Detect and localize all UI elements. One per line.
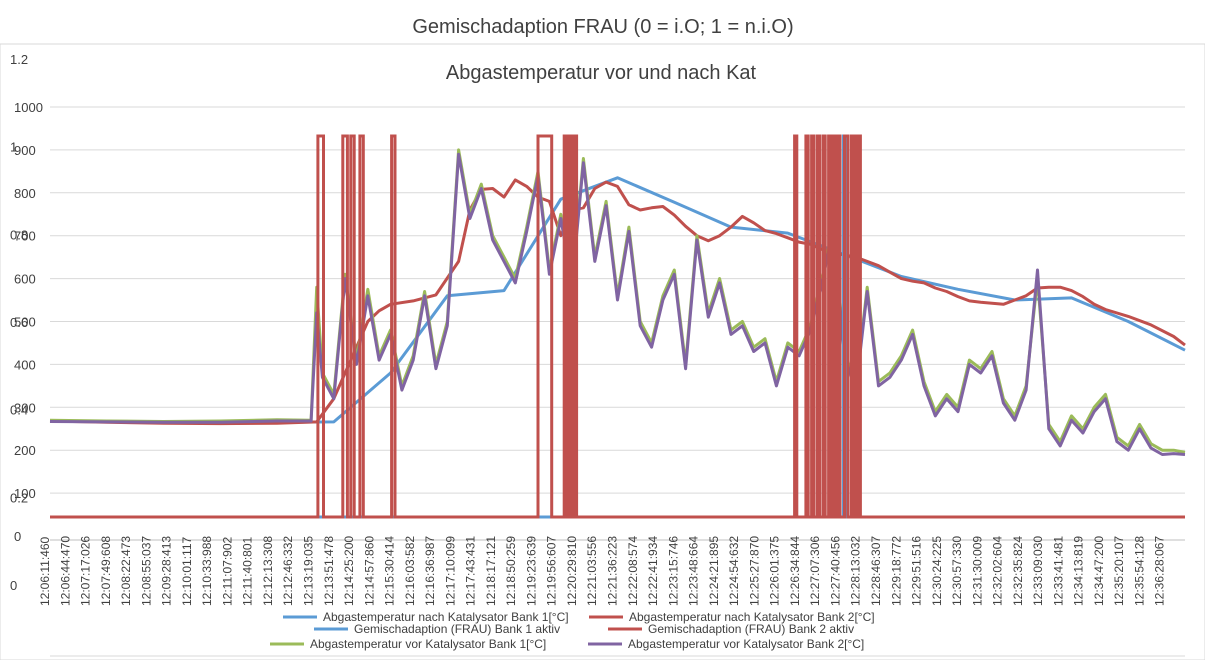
x-tick-label: 12:13:51:478	[322, 536, 336, 606]
chart-title: Gemischadaption FRAU (0 = i.O; 1 = n.i.O…	[412, 16, 793, 38]
x-tick-label: 12:31:30:009	[970, 536, 984, 606]
legend: Abgastemperatur nach Katalysator Bank 1[…	[270, 610, 875, 651]
x-tick-label: 12:06:44:470	[58, 536, 72, 606]
fg-y-tick-label: 800	[14, 186, 36, 201]
x-tick-label: 12:24:54:632	[727, 536, 741, 606]
x-tick-label: 12:27:40:456	[828, 536, 842, 606]
x-tick-label: 12:30:57:330	[950, 536, 964, 606]
x-tick-label: 12:19:23:639	[524, 536, 538, 606]
x-tick-label: 12:35:54:128	[1133, 536, 1147, 606]
fg-y-tick-label: 1000	[14, 100, 43, 115]
fg-y-tick-label: 200	[14, 443, 36, 458]
x-tick-label: 12:17:10:099	[443, 536, 457, 606]
x-axis: 12:06:11:460 12:06:44:470 12:07:17:026 12:0…	[38, 536, 1185, 657]
x-tick-label: 12:34:13:819	[1072, 536, 1086, 606]
x-tick-label: 12:32:02:604	[991, 536, 1005, 606]
bg-y-tick-label: 0.6	[10, 315, 28, 330]
fg-y-tick-label: 400	[14, 357, 36, 372]
background-y-axis: 0 0.2 0.4 0.6 0.8 1 1.2	[10, 52, 28, 593]
series-line-temp	[49, 152, 1186, 456]
fg-y-tick-label: 100	[14, 486, 36, 501]
x-tick-label: 12:11:07:902	[220, 536, 234, 606]
x-tick-label: 12:29:51:516	[910, 536, 924, 606]
overlay-chart-title: Abgastemperatur vor und nach Kat	[446, 62, 757, 84]
x-tick-label: 12:14:57:860	[362, 536, 376, 606]
chart-frame	[0, 43, 1205, 660]
legend-label: Abgastemperatur nach Katalysator Bank 1[…	[323, 610, 569, 624]
x-tick-label: 12:26:34:844	[788, 536, 802, 606]
legend-label: Abgastemperatur vor Katalysator Bank 2[°…	[628, 637, 864, 651]
x-tick-label: 12:10:01:117	[180, 536, 194, 606]
legend-label: Gemischadaption (FRAU) Bank 2 aktiv	[648, 622, 854, 636]
x-tick-label: 12:32:35:824	[1011, 536, 1025, 606]
x-tick-label: 12:08:22:473	[119, 536, 133, 606]
x-tick-label: 12:25:27:870	[747, 536, 761, 606]
legend-label: Gemischadaption (FRAU) Bank 1 aktiv	[354, 622, 560, 636]
x-tick-label: 12:11:40:801	[241, 536, 255, 606]
x-tick-label: 12:36:28:067	[1153, 536, 1167, 606]
x-tick-label: 12:26:01:375	[768, 536, 782, 606]
series-line-temp	[49, 178, 1186, 426]
x-tick-label: 12:09:28:413	[160, 536, 174, 606]
bg-y-tick-label: 1.2	[10, 52, 28, 67]
x-tick-label: 12:27:07:306	[808, 536, 822, 606]
bg-y-tick-label: 0.4	[10, 403, 28, 418]
x-tick-label: 12:12:46:332	[281, 536, 295, 606]
x-tick-label: 12:07:49:608	[99, 536, 113, 606]
x-tick-label: 12:16:36:987	[423, 536, 437, 606]
x-tick-label: 12:16:03:582	[403, 536, 417, 606]
x-tick-label: 12:21:03:556	[585, 536, 599, 606]
x-tick-label: 12:30:24:225	[930, 536, 944, 606]
x-tick-label: 12:06:11:460	[38, 536, 52, 606]
x-tick-label: 12:24:21:895	[707, 536, 721, 606]
fg-y-tick-label: 700	[14, 229, 36, 244]
fg-y-tick-label: 900	[14, 143, 36, 158]
fg-y-tick-label: 300	[14, 400, 36, 415]
series-line-adaption	[50, 134, 1185, 519]
fg-y-tick-label: 600	[14, 272, 36, 287]
x-tick-label: 12:23:15:746	[666, 536, 680, 606]
x-tick-label: 12:19:56:607	[545, 536, 559, 606]
x-tick-label: 12:18:17:121	[484, 536, 498, 606]
x-tick-label: 12:10:33:988	[200, 536, 214, 606]
fg-y-tick-label: 500	[14, 315, 36, 330]
series-layer	[49, 134, 1186, 519]
gridlines	[50, 106, 1185, 494]
x-tick-label: 12:33:09:030	[1031, 536, 1045, 606]
x-tick-label: 12:29:18:772	[889, 536, 903, 606]
bg-y-tick-label: 1	[10, 140, 17, 155]
x-tick-label: 12:23:48:664	[687, 536, 701, 606]
bg-y-tick-label: 0.8	[10, 227, 28, 242]
legend-label: Abgastemperatur vor Katalysator Bank 1[°…	[310, 637, 546, 651]
x-tick-label: 12:15:30:414	[383, 536, 397, 606]
x-tick-label: 12:21:36:223	[606, 536, 620, 606]
x-tick-label: 12:33:41:481	[1051, 536, 1065, 606]
x-tick-label: 12:22:08:574	[626, 536, 640, 606]
x-tick-label: 12:13:19:035	[302, 536, 316, 606]
bg-y-tick-label: 0.2	[10, 490, 28, 505]
x-tick-label: 12:28:13:032	[849, 536, 863, 606]
x-tick-label: 12:14:25:200	[342, 536, 356, 606]
x-tick-label: 12:20:29:810	[565, 536, 579, 606]
x-tick-label: 12:12:13:308	[261, 536, 275, 606]
bg-y-tick-label: 0	[10, 578, 17, 593]
x-tick-label: 12:34:47:200	[1092, 536, 1106, 606]
x-tick-label: 12:18:50:259	[504, 536, 518, 606]
x-tick-label: 12:07:17:026	[79, 536, 93, 606]
x-tick-label: 12:17:43:431	[464, 536, 478, 606]
legend-label: Abgastemperatur nach Katalysator Bank 2[…	[629, 610, 875, 624]
fg-y-tick-label: 0	[14, 529, 21, 544]
x-tick-label: 12:22:41:934	[646, 536, 660, 606]
x-tick-label: 12:28:46:307	[869, 536, 883, 606]
overlay-y-axis: 0 100 200 300 400 500 600 700 800 900 1000	[14, 100, 43, 544]
x-tick-label: 12:35:20:107	[1112, 536, 1126, 606]
x-tick-label: 12:08:55:037	[139, 536, 153, 606]
